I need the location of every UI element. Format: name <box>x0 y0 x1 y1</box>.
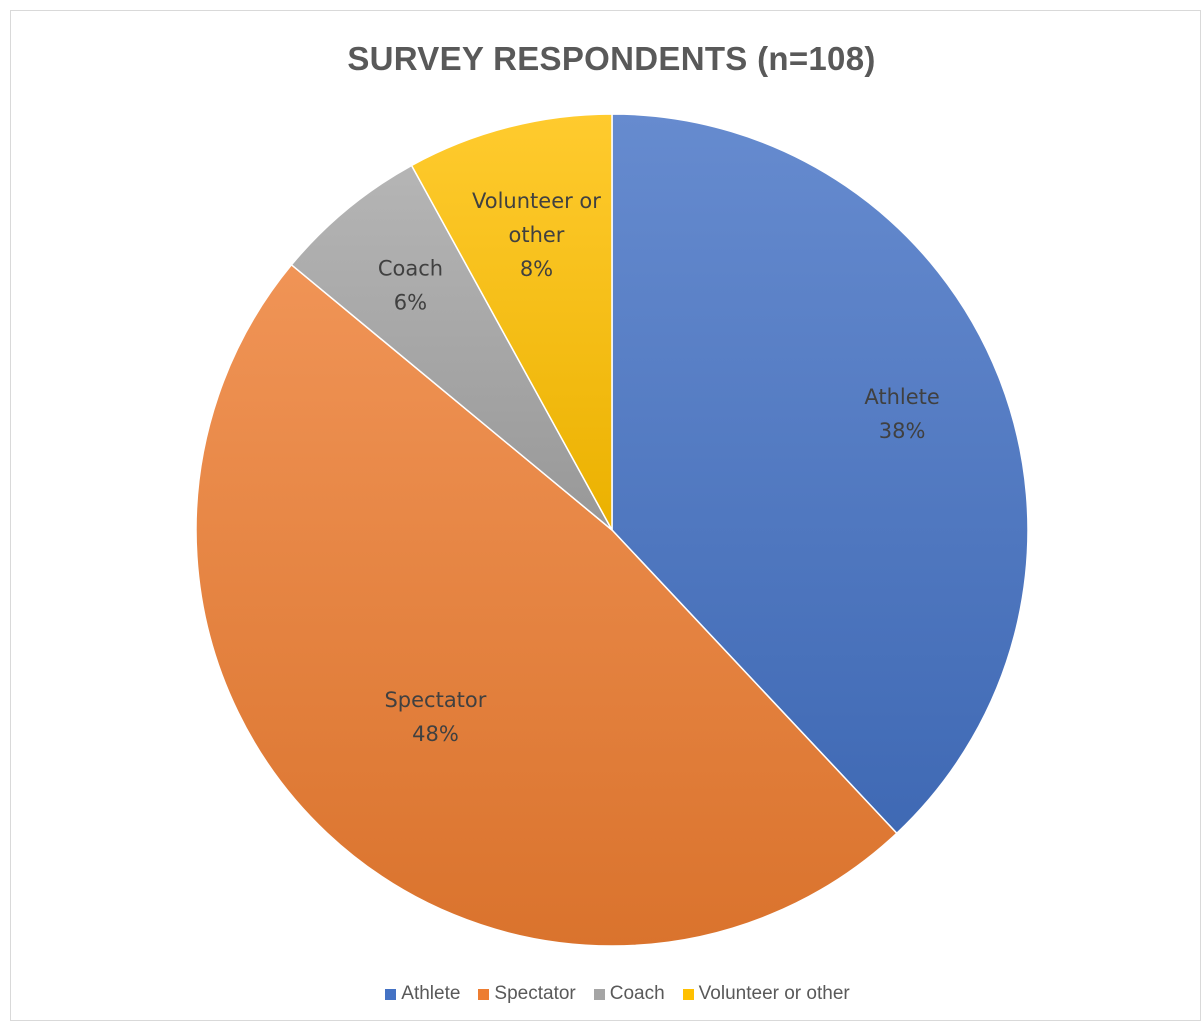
pie-slice-spectator <box>195 263 898 947</box>
legend-item-spectator: Spectator <box>478 983 576 1005</box>
legend-item-volunteer-or-other: Volunteer or other <box>682 983 850 1005</box>
legend-label-athlete: Athlete <box>401 983 461 1004</box>
pie-slice-coach <box>290 164 613 531</box>
slice-label-spectator-name: Spectator <box>384 688 486 712</box>
legend-swatch-athlete <box>385 988 397 1000</box>
legend-label-coach: Coach <box>609 983 665 1004</box>
slice-label-athlete-name: Athlete <box>864 385 939 409</box>
legend: Athlete Spectator Coach Volunteer or other <box>0 983 1203 1005</box>
legend-swatch-spectator <box>478 988 490 1000</box>
legend-item-coach: Coach <box>593 983 665 1005</box>
pie-slices <box>195 113 1029 947</box>
slice-label-volunteer-or-other-percent: 8% <box>520 257 553 281</box>
legend-label-volunteer-or-other: Volunteer or other <box>698 983 850 1004</box>
slice-label-spectator-percent: 48% <box>412 722 459 746</box>
pie-slice-athlete <box>611 113 1029 835</box>
slice-label-volunteer-or-other-name: Volunteer or <box>472 189 601 213</box>
slice-label-athlete-percent: 38% <box>879 419 926 443</box>
slice-labels: Athlete 38% Spectator 48% Coach 6% Volunteer o… <box>378 189 940 746</box>
legend-swatch-volunteer-or-other <box>682 988 694 1000</box>
legend-item-athlete: Athlete <box>385 983 460 1005</box>
slice-label-coach-name: Coach <box>378 256 443 280</box>
chart-title: SURVEY RESPONDENTS (n=108) <box>347 40 876 77</box>
slice-label-volunteer-or-other-name: other <box>509 223 565 247</box>
legend-label-spectator: Spectator <box>494 983 576 1004</box>
pie-slice-volunteer-or-other <box>410 113 613 531</box>
slice-label-coach-percent: 6% <box>394 290 427 314</box>
legend-swatch-coach <box>593 988 605 1000</box>
